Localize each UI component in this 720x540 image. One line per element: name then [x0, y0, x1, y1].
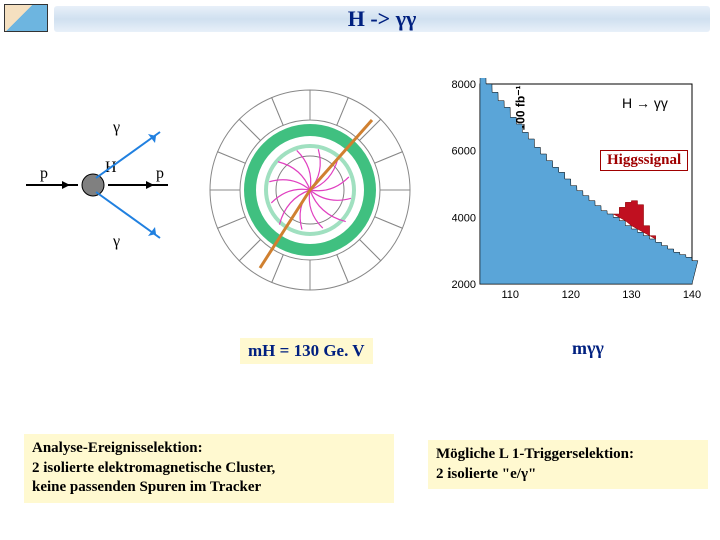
detector-diagram [200, 80, 420, 300]
svg-text:8000: 8000 [452, 79, 476, 91]
label-p-right: p [156, 165, 164, 182]
svg-text:120: 120 [562, 289, 580, 301]
logo [4, 4, 48, 32]
mh-label: mH = 130 Ge. V [240, 338, 373, 364]
box-left-line3: keine passenden Spuren im Tracker [32, 478, 386, 498]
svg-text:110: 110 [502, 289, 520, 301]
svg-text:130: 130 [622, 289, 640, 301]
title-bar: H -> γγ [54, 6, 710, 32]
trigger-selection-box: Mögliche L 1-Triggerselektion: 2 isolier… [428, 440, 708, 489]
svg-text:140: 140 [683, 289, 701, 301]
inset-label: H → γγ [622, 95, 668, 111]
page-title: H -> γγ [348, 6, 417, 32]
mass-spectrum-chart: 2000 4000 6000 8000 110 120 130 140 H → γγ [452, 78, 702, 308]
box-left-line2: 2 isolierte elektromagnetische Cluster, [32, 459, 386, 479]
higgs-signal-label: Higgssignal [600, 150, 688, 171]
svg-text:4000: 4000 [452, 212, 476, 224]
label-gamma-2: γ [112, 233, 120, 250]
svg-text:2000: 2000 [452, 279, 476, 291]
box-left-line1: Analyse-Ereignisselektion: [32, 439, 386, 459]
box-right-line1: Mögliche L 1-Triggerselektion: [436, 445, 700, 465]
label-gamma-1: γ [112, 120, 120, 136]
mgg-label: mγγ [572, 338, 604, 359]
analysis-selection-box: Analyse-Ereignisselektion: 2 isolierte e… [24, 434, 394, 503]
box-right-line2: 2 isolierte "e/γ" [436, 465, 700, 485]
svg-text:6000: 6000 [452, 146, 476, 158]
feynman-diagram: p p H γ γ [18, 120, 193, 250]
label-p-left: p [40, 165, 48, 182]
